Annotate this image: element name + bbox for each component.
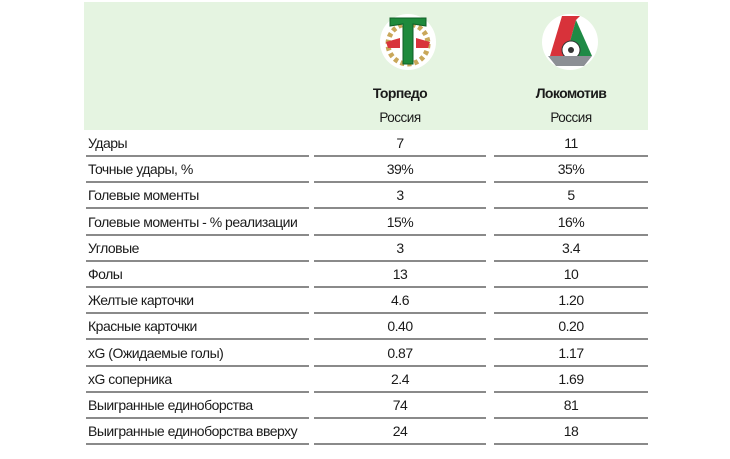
torpedo-logo-icon: [380, 14, 436, 70]
lokomotiv-logo-icon: [542, 14, 598, 70]
stats-table: Удары 7 11 Точные удары, % 39% 35% Голевые мом…: [84, 131, 648, 446]
lokomotiv-value: 35%: [494, 157, 648, 184]
lokomotiv-value: 0.20: [494, 314, 648, 341]
stat-label: Угловые: [86, 236, 309, 262]
torpedo-value: 7: [314, 131, 486, 157]
team-name-lokomotiv: Локомотив: [535, 85, 607, 101]
table-row: Голевые моменты - % реализации 15% 16%: [84, 210, 648, 236]
table-row: Выигранные единоборства 74 81: [84, 393, 648, 419]
stat-label: Желтые карточки: [86, 288, 309, 315]
torpedo-value: 15%: [314, 210, 486, 236]
stat-label: Точные удары, %: [86, 157, 309, 184]
lokomotiv-value: 1.17: [494, 341, 648, 367]
lokomotiv-value: 11: [494, 131, 648, 157]
lokomotiv-value: 18: [494, 419, 648, 446]
torpedo-value: 4.6: [314, 288, 486, 315]
table-header: Торпедо Россия Локомотив Россия: [84, 2, 648, 130]
lokomotiv-value: 1.20: [494, 288, 648, 315]
stat-label: Голевые моменты: [86, 183, 309, 210]
stat-label: Выигранные единоборства вверху: [86, 419, 309, 446]
torpedo-value: 3: [314, 183, 486, 210]
stat-label: Красные карточки: [86, 314, 309, 341]
lokomotiv-value: 5: [494, 183, 648, 210]
stat-label: Выигранные единоборства: [86, 393, 309, 419]
team-name-torpedo: Торпедо: [372, 85, 428, 101]
stat-label: xG (Ожидаемые голы): [86, 341, 309, 367]
table-row: Желтые карточки 4.6 1.20: [84, 288, 648, 315]
stat-label: Голевые моменты - % реализации: [86, 210, 309, 236]
torpedo-value: 24: [314, 419, 486, 446]
stat-label: xG соперника: [86, 367, 309, 393]
table-row: Голевые моменты 3 5: [84, 183, 648, 210]
table-row: xG (Ожидаемые голы) 0.87 1.17: [84, 341, 648, 367]
torpedo-value: 2.4: [314, 367, 486, 393]
table-row: xG соперника 2.4 1.69: [84, 367, 648, 393]
torpedo-value: 3: [314, 236, 486, 262]
stat-label: Удары: [86, 131, 309, 157]
torpedo-value: 39%: [314, 157, 486, 184]
lokomotiv-value: 16%: [494, 210, 648, 236]
table-row: Выигранные единоборства вверху 24 18: [84, 419, 648, 446]
lokomotiv-value: 10: [494, 262, 648, 288]
torpedo-value: 0.40: [314, 314, 486, 341]
table-row: Фолы 13 10: [84, 262, 648, 288]
stat-label: Фолы: [86, 262, 309, 288]
lokomotiv-value: 1.69: [494, 367, 648, 393]
torpedo-value: 13: [314, 262, 486, 288]
lokomotiv-value: 3.4: [494, 236, 648, 262]
torpedo-value: 0.87: [314, 341, 486, 367]
table-row: Точные удары, % 39% 35%: [84, 157, 648, 184]
team-country-lokomotiv: Россия: [550, 110, 592, 125]
table-row: Удары 7 11: [84, 131, 648, 157]
torpedo-value: 74: [314, 393, 486, 419]
team-country-torpedo: Россия: [379, 110, 421, 125]
table-row: Красные карточки 0.40 0.20: [84, 314, 648, 341]
lokomotiv-value: 81: [494, 393, 648, 419]
table-row: Угловые 3 3.4: [84, 236, 648, 262]
